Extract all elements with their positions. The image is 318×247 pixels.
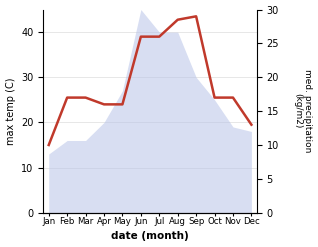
X-axis label: date (month): date (month): [111, 231, 189, 242]
Y-axis label: med. precipitation
(kg/m2): med. precipitation (kg/m2): [293, 69, 313, 153]
Y-axis label: max temp (C): max temp (C): [5, 77, 16, 145]
